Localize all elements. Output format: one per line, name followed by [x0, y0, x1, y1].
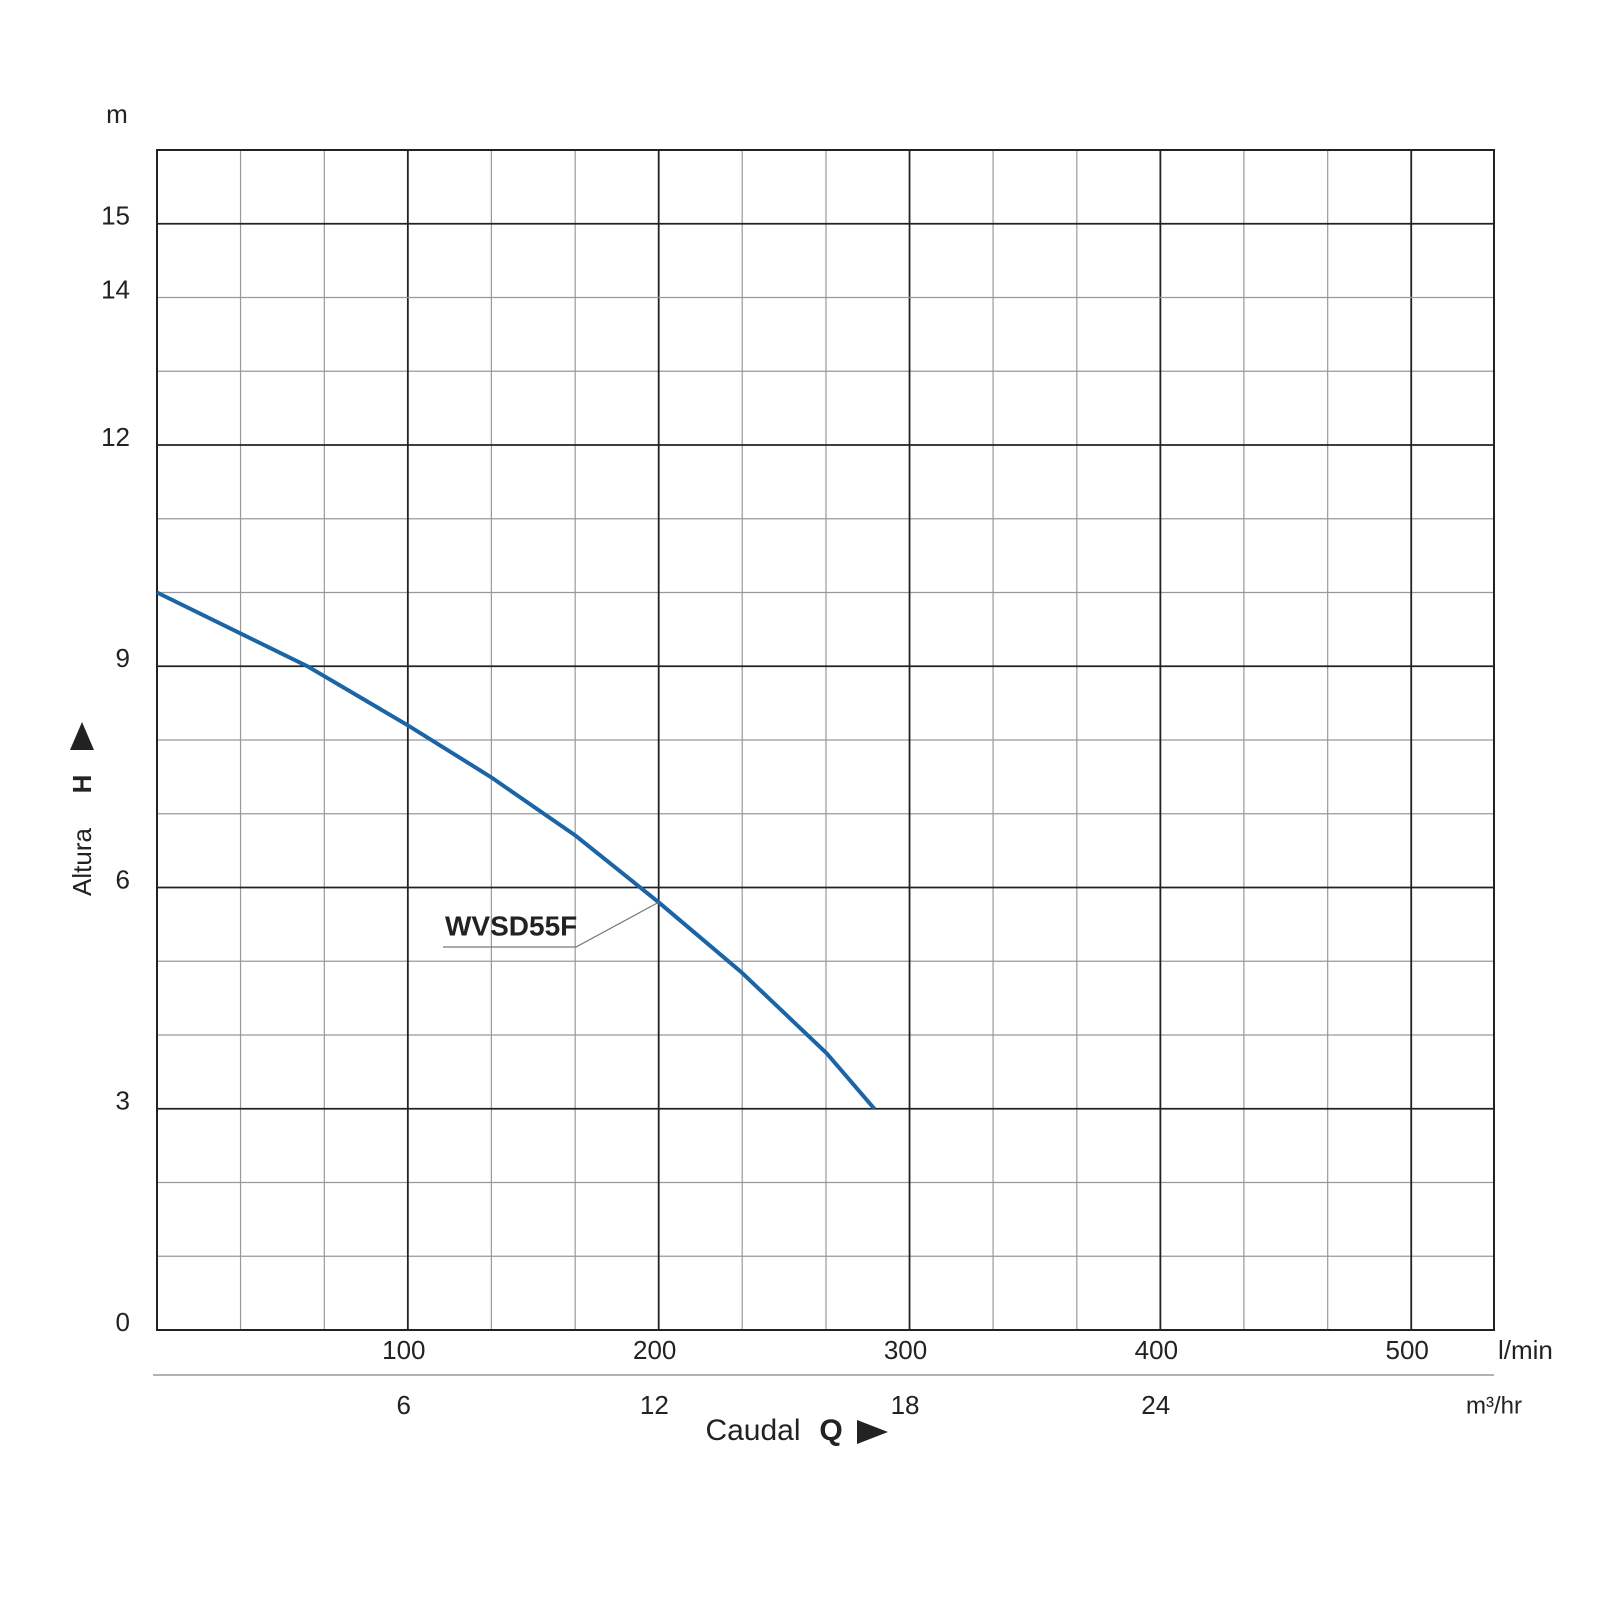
x-tick-label: 400 — [1135, 1335, 1178, 1365]
x2-unit: m³/hr — [1466, 1392, 1522, 1419]
y-tick-label: 15 — [101, 201, 130, 231]
y-tick-label: 12 — [101, 422, 130, 452]
x-axis-label: Caudal — [705, 1414, 800, 1447]
label-leader — [443, 901, 659, 948]
y-unit: m — [106, 99, 128, 129]
x-axis-symbol: Q — [819, 1414, 842, 1447]
series-label: WVSD55F — [445, 910, 577, 941]
y-tick-label: 6 — [116, 864, 130, 894]
x-tick-label: 500 — [1386, 1335, 1429, 1365]
y-arrow — [70, 722, 94, 750]
x2-tick-label: 12 — [640, 1390, 669, 1420]
curve — [156, 590, 876, 1111]
y-tick-label: 0 — [116, 1307, 130, 1337]
y-axis-label: Altura — [67, 828, 97, 896]
plot-frame — [156, 149, 1495, 1331]
x-arrow — [857, 1420, 888, 1444]
x2-tick-label: 24 — [1141, 1390, 1170, 1420]
x2-tick-label: 18 — [891, 1390, 920, 1420]
x2-tick-label: 6 — [396, 1390, 410, 1420]
x-tick-label: 100 — [382, 1335, 425, 1365]
y-tick-label: 9 — [116, 643, 130, 673]
y-tick-label: 14 — [101, 274, 130, 304]
grid — [157, 150, 1494, 1331]
y-tick-label: 3 — [116, 1086, 130, 1116]
y-axis-symbol: H — [67, 775, 97, 794]
x-tick-label: 300 — [884, 1335, 927, 1365]
x-tick-label: 200 — [633, 1335, 676, 1365]
x-unit: l/min — [1498, 1335, 1553, 1365]
